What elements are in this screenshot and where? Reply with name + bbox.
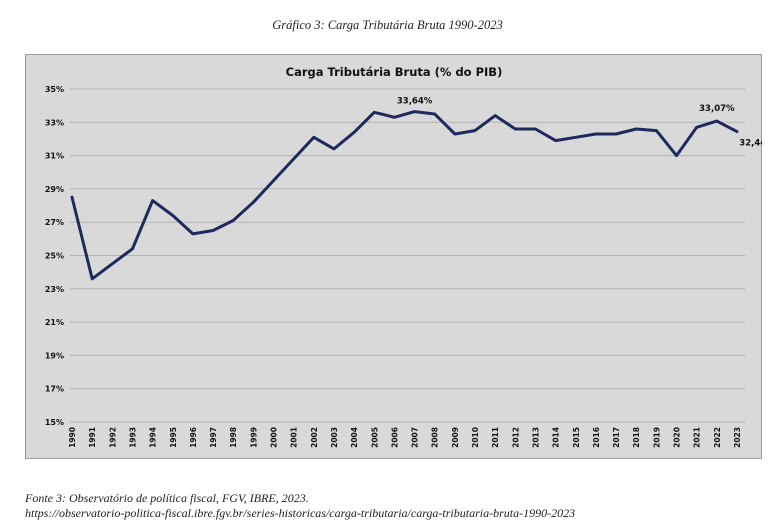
data-point — [433, 112, 436, 116]
data-point — [312, 136, 316, 139]
x-tick-label: 2009 — [451, 427, 460, 448]
x-tick-label: 2022 — [713, 427, 722, 448]
data-point — [171, 214, 174, 217]
x-tick-label: 2020 — [673, 427, 682, 448]
y-tick-label: 27% — [45, 218, 64, 227]
x-tick-label: 2014 — [552, 427, 561, 448]
data-point — [151, 199, 154, 202]
data-point — [252, 201, 255, 204]
x-tick-label: 1990 — [68, 427, 77, 448]
x-tick-label: 2000 — [270, 427, 279, 448]
x-tick-label: 2017 — [612, 427, 621, 448]
data-point — [493, 114, 497, 117]
data-point — [514, 127, 517, 131]
y-tick-label: 15% — [45, 418, 64, 427]
y-tick-label: 17% — [45, 385, 64, 394]
y-tick-label: 25% — [45, 252, 64, 261]
x-tick-label: 1992 — [108, 427, 117, 448]
x-tick-label: 1997 — [209, 427, 218, 448]
x-tick-label: 2016 — [592, 427, 601, 448]
x-tick-label: 2007 — [411, 427, 420, 448]
data-point — [232, 219, 235, 222]
annotations: 33,64% 33,07% 32,44% — [397, 97, 762, 149]
data-label: 33,07% — [699, 104, 735, 114]
x-tick-label: 2006 — [390, 427, 399, 448]
x-tick-label: 1995 — [169, 427, 178, 448]
data-point — [191, 232, 195, 236]
x-tick-label: 2005 — [370, 427, 379, 448]
series-layer — [70, 110, 739, 281]
data-point — [715, 119, 719, 123]
data-point — [695, 126, 698, 129]
data-point — [473, 129, 477, 132]
data-point — [90, 277, 94, 281]
y-tick-label: 19% — [45, 351, 64, 360]
data-point — [352, 131, 356, 134]
y-tick-label: 23% — [45, 285, 64, 294]
data-point — [413, 110, 416, 113]
grid-lines — [70, 88, 745, 423]
source-url: https://observatorio-politica-fiscal.ibr… — [25, 506, 576, 520]
x-tick-label: 2001 — [290, 427, 299, 448]
x-tick-label: 2019 — [652, 427, 661, 448]
chart-title: Carga Tributária Bruta (% do PIB) — [286, 65, 503, 79]
y-tick-label: 31% — [45, 152, 64, 161]
data-point — [735, 130, 739, 133]
x-tick-label: 2002 — [310, 427, 319, 448]
data-point — [131, 247, 134, 251]
data-point — [70, 196, 74, 199]
data-point — [211, 229, 215, 232]
source-note: Fonte 3: Observatório de política fiscal… — [25, 491, 575, 521]
x-tick-label: 1996 — [189, 427, 198, 448]
data-point — [453, 132, 457, 136]
y-axis-ticks: 15% 17% 19% 21% 23% 25% 27% 29% 31% 33% 35% — [45, 85, 64, 427]
data-point — [373, 111, 376, 114]
figure-caption: Gráfico 3: Carga Tributária Bruta 1990-2… — [272, 18, 503, 32]
x-tick-label: 2018 — [632, 427, 641, 448]
line-chart: Carga Tributária Bruta (% do PIB) 15% 17%… — [25, 54, 762, 459]
source-line-1: Fonte 3: Observatório de política fiscal… — [25, 491, 309, 505]
data-point — [655, 129, 658, 132]
x-tick-label: 2008 — [431, 427, 440, 448]
x-tick-label: 2021 — [693, 427, 702, 448]
y-tick-label: 29% — [45, 185, 64, 194]
x-tick-label: 2003 — [330, 427, 339, 448]
data-label: 32,44% — [739, 139, 762, 149]
data-point — [393, 116, 396, 119]
data-label: 33,64% — [397, 97, 433, 107]
y-tick-label: 21% — [45, 318, 64, 327]
x-tick-label: 1998 — [229, 427, 238, 448]
data-point — [111, 262, 114, 266]
chart-background — [25, 54, 762, 459]
x-tick-label: 2012 — [511, 427, 520, 448]
x-tick-label: 2023 — [733, 427, 742, 448]
x-tick-label: 2011 — [491, 427, 500, 448]
data-point — [614, 132, 618, 136]
x-axis-ticks: 1990 1991 1992 1993 1994 1995 1996 1997 1998 1999… — [68, 427, 742, 448]
data-point — [534, 127, 537, 131]
x-tick-label: 2010 — [471, 427, 480, 448]
data-point — [635, 127, 638, 131]
y-tick-label: 33% — [45, 118, 64, 127]
data-point — [594, 132, 598, 136]
data-point — [292, 157, 295, 161]
series-line — [70, 110, 739, 281]
x-tick-label: 2004 — [350, 427, 359, 448]
data-point — [554, 139, 557, 142]
data-point — [332, 147, 336, 151]
x-tick-label: 1991 — [88, 427, 97, 448]
y-tick-label: 35% — [45, 85, 64, 94]
chart-container: Carga Tributária Bruta (% do PIB) 15% 17%… — [25, 54, 762, 459]
data-point — [574, 136, 577, 139]
x-tick-label: 1994 — [149, 427, 158, 448]
x-tick-label: 2015 — [572, 427, 581, 448]
data-point — [675, 154, 678, 157]
data-point — [272, 179, 275, 182]
x-tick-label: 1993 — [128, 427, 137, 448]
x-tick-label: 2013 — [531, 427, 540, 448]
x-tick-label: 1999 — [249, 427, 258, 448]
